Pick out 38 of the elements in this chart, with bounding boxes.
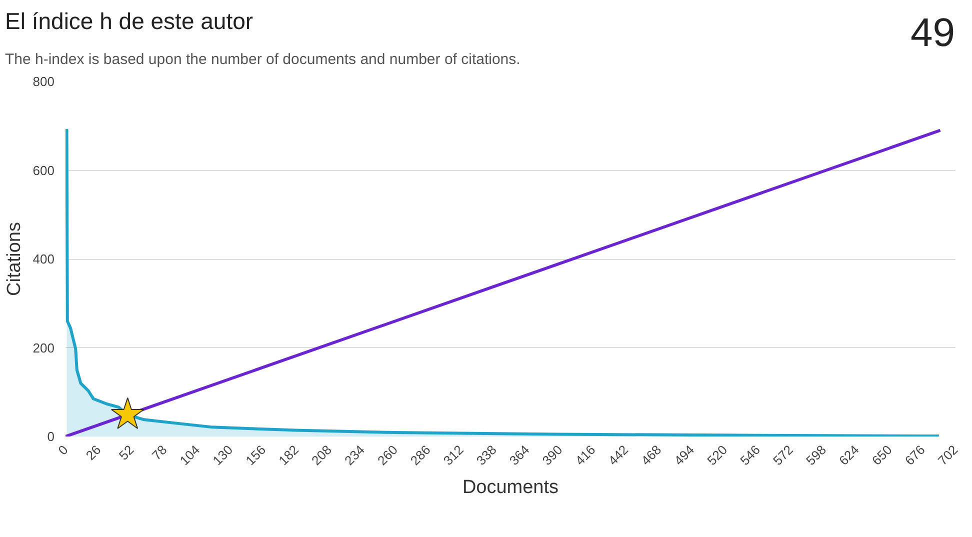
y-tick-label: 0 xyxy=(47,428,55,444)
x-tick-label: 442 xyxy=(605,442,632,468)
x-tick-label: 650 xyxy=(868,442,895,468)
x-tick-label: 624 xyxy=(836,442,862,468)
x-tick-label: 520 xyxy=(704,442,730,468)
x-tick-label: 676 xyxy=(902,442,928,468)
x-tick-label: 182 xyxy=(276,442,302,468)
x-tick-label: 78 xyxy=(148,442,170,463)
y-tick-label: 400 xyxy=(32,251,55,266)
x-tick-label: 104 xyxy=(176,442,203,468)
x-tick-label: 572 xyxy=(770,442,796,468)
x-tick-label: 52 xyxy=(116,442,137,463)
x-tick-label: 234 xyxy=(342,442,368,468)
chart-title: El índice h de este autor xyxy=(5,7,254,36)
x-tick-label: 546 xyxy=(737,442,764,468)
x-tick-label: 156 xyxy=(242,442,269,468)
x-tick-label: 598 xyxy=(803,442,829,468)
x-tick-label: 338 xyxy=(473,442,500,468)
y-tick-label: 800 xyxy=(32,74,55,89)
x-tick-label: 260 xyxy=(374,442,400,468)
chart-subtitle: The h-index is based upon the number of documents and number of citations. xyxy=(5,50,520,70)
x-tick-label: 468 xyxy=(638,442,664,468)
x-tick-label: 26 xyxy=(82,442,104,463)
y-tick-label: 200 xyxy=(32,340,55,355)
x-tick-label: 390 xyxy=(539,442,566,468)
x-tick-label: 364 xyxy=(506,442,532,468)
x-tick-label: 416 xyxy=(572,442,598,468)
x-tick-label: 208 xyxy=(308,442,335,468)
x-axis-title: Documents xyxy=(462,476,559,498)
y-axis-title: Citations xyxy=(4,222,25,296)
x-tick-label: 494 xyxy=(671,442,698,468)
x-tick-label: 286 xyxy=(407,442,434,468)
x-tick-label: 0 xyxy=(55,442,71,458)
x-tick-label: 312 xyxy=(440,442,466,468)
x-tick-label: 130 xyxy=(210,442,236,468)
text: 49 xyxy=(910,10,955,57)
y-tick-label: 600 xyxy=(32,162,55,178)
x-tick-label: 702 xyxy=(934,442,961,468)
